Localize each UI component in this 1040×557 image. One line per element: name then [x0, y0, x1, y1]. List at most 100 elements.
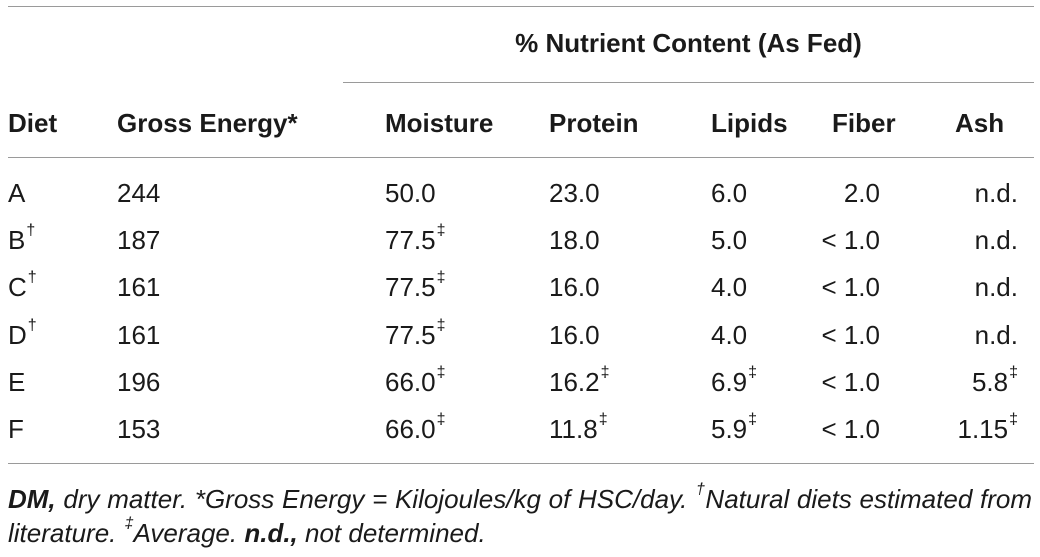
cell-lipids: 5.9‡ — [711, 411, 758, 444]
cell-value: 2.0 — [843, 178, 880, 208]
cell-value: 77.5 — [385, 225, 436, 255]
cell-fiber: < 1.0 — [812, 272, 880, 302]
cell-gross-energy: 161 — [117, 272, 160, 302]
cell-fiber: < 1.0 — [812, 320, 880, 350]
cell-value: 1.15 — [957, 414, 1009, 444]
cell-protein: 16.2‡ — [549, 364, 610, 397]
cell-value: 50.0 — [385, 178, 436, 208]
cell-value: 5.8 — [971, 367, 1009, 397]
cell-value: < 1.0 — [821, 367, 880, 397]
cell-value: E — [8, 367, 26, 397]
cell-value: < 1.0 — [821, 225, 880, 255]
cell-lipids: 6.0 — [711, 178, 747, 208]
cell-footnote-mark: ‡ — [436, 364, 446, 382]
cell-footnote-mark: ‡ — [748, 411, 758, 429]
cell-moisture: 77.5‡ — [385, 222, 446, 255]
cell-value: 244 — [117, 178, 161, 208]
cell-value: n.d. — [974, 225, 1018, 255]
cell-value: 77.5 — [385, 320, 436, 350]
cell-footnote-mark: ‡ — [436, 222, 446, 240]
column-header-lipids: Lipids — [711, 108, 788, 138]
column-header-gross-energy: Gross Energy* — [117, 108, 298, 138]
header-bottom-rule — [8, 157, 1034, 158]
cell-value: 161 — [117, 320, 161, 350]
cell-footnote-mark: ‡ — [748, 364, 758, 382]
cell-ash: 5.8‡ — [930, 364, 1018, 397]
cell-moisture: 66.0‡ — [385, 364, 446, 397]
cell-value: < 1.0 — [821, 414, 880, 444]
cell-value: 11.8 — [549, 414, 598, 444]
footnote-ddagger: ‡ — [124, 515, 134, 533]
cell-lipids: 4.0 — [711, 320, 747, 350]
cell-value: 4.0 — [711, 272, 748, 302]
footnote-dagger: † — [696, 481, 706, 499]
cell-value: D — [8, 320, 27, 350]
cell-footnote-mark: ‡ — [436, 317, 446, 335]
table-footnote: DM, dry matter. *Gross Energy = Kilojoul… — [8, 482, 1032, 550]
cell-value: < 1.0 — [821, 320, 880, 350]
cell-moisture: 77.5‡ — [385, 270, 446, 302]
column-header-ash: Ash — [955, 108, 1005, 138]
column-header-diet: Diet — [8, 108, 58, 138]
cell-diet: E — [8, 367, 25, 397]
cell-value: 16.0 — [549, 272, 600, 302]
cell-value: 5.9 — [711, 414, 748, 444]
footnote-nd-text: not determined. — [297, 518, 486, 548]
cell-protein: 18.0 — [549, 225, 600, 255]
cell-value: 187 — [117, 225, 161, 255]
footnote-dm-abbr: DM, — [8, 484, 56, 514]
cell-value: F — [8, 414, 24, 444]
cell-lipids: 4.0 — [711, 272, 747, 302]
column-header-protein: Protein — [549, 108, 639, 138]
column-header-fiber: Fiber — [832, 108, 896, 138]
cell-value: n.d. — [974, 178, 1018, 208]
footnote-dm-text: dry matter. *Gross Energy = Kilojoules/k… — [55, 484, 696, 514]
cell-footnote-mark: † — [26, 222, 36, 240]
cell-protein: 16.0 — [549, 272, 600, 302]
footnote-ddagger-text: Average. — [133, 518, 245, 548]
cell-protein: 16.0 — [549, 320, 600, 350]
cell-value: 77.5 — [385, 272, 436, 302]
cell-value: 6.9 — [711, 367, 748, 397]
cell-diet: A — [8, 178, 25, 208]
cell-gross-energy: 196 — [117, 367, 160, 397]
cell-value: A — [8, 178, 26, 208]
cell-value: 66.0 — [385, 367, 436, 397]
cell-gross-energy: 161 — [117, 320, 160, 350]
cell-fiber: < 1.0 — [812, 367, 880, 397]
column-header-moisture: Moisture — [385, 108, 494, 138]
cell-moisture: 50.0 — [385, 178, 436, 208]
cell-footnote-mark: ‡ — [1009, 364, 1018, 382]
cell-value: 196 — [117, 367, 161, 397]
table-bottom-rule — [8, 463, 1034, 464]
cell-ash: n.d. — [930, 225, 1018, 255]
cell-footnote-mark: † — [27, 317, 37, 335]
cell-ash: n.d. — [930, 272, 1018, 302]
cell-value: 153 — [117, 414, 161, 444]
cell-gross-energy: 153 — [117, 414, 160, 444]
group-header: % Nutrient Content (As Fed) — [515, 28, 862, 58]
cell-value: < 1.0 — [821, 272, 880, 302]
cell-moisture: 77.5‡ — [385, 317, 446, 350]
cell-value: 16.2 — [549, 367, 600, 397]
cell-ash: n.d. — [930, 320, 1018, 350]
cell-protein: 11.8‡ — [549, 411, 608, 444]
group-header-rule — [343, 82, 1034, 83]
cell-diet: D† — [8, 317, 37, 350]
cell-protein: 23.0 — [549, 178, 600, 208]
cell-footnote-mark: ‡ — [1009, 411, 1018, 429]
cell-value: 6.0 — [711, 178, 748, 208]
cell-footnote-mark: ‡ — [600, 364, 610, 382]
cell-ash: n.d. — [930, 178, 1018, 208]
cell-fiber: < 1.0 — [812, 225, 880, 255]
cell-value: 4.0 — [711, 320, 748, 350]
cell-fiber: 2.0 — [812, 178, 880, 208]
cell-gross-energy: 187 — [117, 225, 160, 255]
cell-diet: C† — [8, 270, 37, 302]
cell-diet: B† — [8, 222, 36, 255]
cell-ash: 1.15‡ — [930, 411, 1018, 444]
cell-value: n.d. — [974, 320, 1018, 350]
footnote-nd-abbr: n.d., — [244, 518, 298, 548]
cell-diet: F — [8, 414, 24, 444]
cell-footnote-mark: ‡ — [598, 411, 608, 429]
